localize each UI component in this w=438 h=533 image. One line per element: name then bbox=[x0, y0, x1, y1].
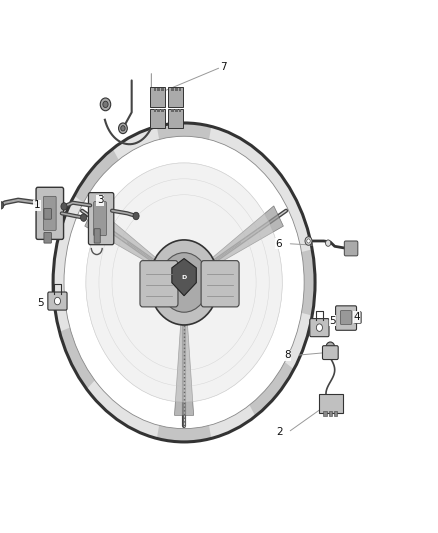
Text: 5: 5 bbox=[38, 297, 44, 308]
Polygon shape bbox=[157, 425, 211, 442]
FancyBboxPatch shape bbox=[153, 88, 156, 91]
Circle shape bbox=[81, 214, 87, 221]
FancyBboxPatch shape bbox=[140, 261, 178, 307]
Text: 2: 2 bbox=[276, 427, 283, 438]
FancyBboxPatch shape bbox=[153, 109, 156, 112]
Polygon shape bbox=[301, 249, 315, 316]
Polygon shape bbox=[74, 149, 119, 203]
Circle shape bbox=[54, 297, 60, 305]
Circle shape bbox=[100, 98, 111, 111]
FancyBboxPatch shape bbox=[179, 109, 181, 112]
FancyBboxPatch shape bbox=[340, 311, 352, 325]
Polygon shape bbox=[86, 223, 184, 402]
Circle shape bbox=[0, 201, 4, 209]
Text: 7: 7 bbox=[220, 62, 227, 72]
Text: 4: 4 bbox=[353, 312, 360, 322]
Circle shape bbox=[103, 101, 108, 108]
FancyBboxPatch shape bbox=[322, 346, 338, 360]
FancyBboxPatch shape bbox=[43, 196, 56, 230]
Text: 5: 5 bbox=[329, 316, 336, 326]
Polygon shape bbox=[250, 362, 294, 416]
Polygon shape bbox=[85, 206, 155, 265]
Circle shape bbox=[316, 324, 322, 332]
Circle shape bbox=[326, 342, 335, 353]
FancyBboxPatch shape bbox=[157, 109, 160, 112]
FancyBboxPatch shape bbox=[328, 411, 332, 416]
FancyBboxPatch shape bbox=[36, 187, 64, 239]
Circle shape bbox=[121, 126, 125, 131]
Circle shape bbox=[159, 253, 208, 312]
Circle shape bbox=[119, 123, 127, 134]
FancyBboxPatch shape bbox=[334, 411, 337, 416]
FancyBboxPatch shape bbox=[44, 232, 51, 243]
FancyBboxPatch shape bbox=[48, 292, 67, 310]
FancyBboxPatch shape bbox=[94, 201, 106, 236]
FancyBboxPatch shape bbox=[344, 241, 358, 256]
FancyBboxPatch shape bbox=[150, 109, 165, 128]
Circle shape bbox=[61, 203, 67, 210]
Polygon shape bbox=[212, 206, 283, 265]
FancyBboxPatch shape bbox=[323, 411, 327, 416]
FancyBboxPatch shape bbox=[150, 87, 165, 107]
FancyBboxPatch shape bbox=[175, 88, 177, 91]
FancyBboxPatch shape bbox=[161, 88, 164, 91]
FancyBboxPatch shape bbox=[179, 88, 181, 91]
Polygon shape bbox=[53, 123, 315, 442]
Polygon shape bbox=[157, 123, 211, 140]
FancyBboxPatch shape bbox=[171, 109, 173, 112]
Text: 8: 8 bbox=[284, 350, 291, 360]
FancyBboxPatch shape bbox=[310, 319, 329, 337]
FancyBboxPatch shape bbox=[168, 87, 183, 107]
Polygon shape bbox=[184, 223, 282, 402]
Text: D: D bbox=[181, 274, 187, 280]
FancyBboxPatch shape bbox=[354, 312, 361, 324]
FancyBboxPatch shape bbox=[161, 109, 164, 112]
FancyBboxPatch shape bbox=[201, 261, 239, 307]
FancyBboxPatch shape bbox=[157, 88, 160, 91]
Text: 6: 6 bbox=[276, 239, 282, 248]
Polygon shape bbox=[99, 163, 269, 282]
Polygon shape bbox=[172, 259, 196, 296]
Circle shape bbox=[149, 240, 219, 325]
FancyBboxPatch shape bbox=[175, 109, 177, 112]
FancyBboxPatch shape bbox=[94, 229, 100, 243]
FancyBboxPatch shape bbox=[171, 88, 173, 91]
FancyBboxPatch shape bbox=[88, 192, 114, 245]
FancyBboxPatch shape bbox=[168, 109, 183, 128]
Circle shape bbox=[133, 212, 139, 220]
Circle shape bbox=[305, 237, 312, 245]
FancyBboxPatch shape bbox=[44, 208, 51, 219]
Circle shape bbox=[307, 239, 310, 243]
FancyBboxPatch shape bbox=[336, 306, 357, 330]
Text: 1: 1 bbox=[34, 200, 40, 211]
Text: 3: 3 bbox=[97, 195, 103, 205]
Polygon shape bbox=[174, 325, 194, 415]
Polygon shape bbox=[60, 328, 95, 389]
Circle shape bbox=[325, 240, 331, 246]
FancyBboxPatch shape bbox=[319, 393, 343, 413]
